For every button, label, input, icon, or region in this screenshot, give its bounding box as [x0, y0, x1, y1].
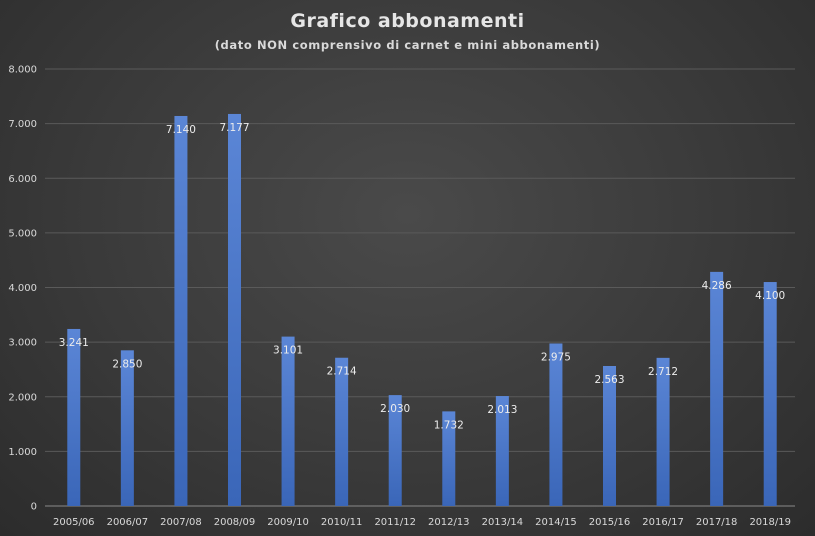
x-tick-label: 2006/07 [107, 517, 149, 528]
data-label: 7.140 [166, 124, 196, 136]
data-label: 2.030 [380, 403, 410, 415]
x-tick-label: 2013/14 [482, 517, 524, 528]
data-label: 4.100 [755, 290, 785, 302]
data-label: 3.101 [273, 345, 303, 357]
bar-2008-09 [228, 113, 241, 507]
y-tick-label: 1.000 [8, 447, 37, 458]
x-axis-ticks: 2005/06 2006/07 2007/08 2008/09 2009/10 2010/… [53, 517, 791, 528]
x-tick-label: 2014/15 [535, 517, 577, 528]
x-tick-label: 2018/19 [749, 517, 791, 528]
data-labels: 3.241 2.850 7.140 7.177 3.101 2.714 2.030 1.732… [59, 122, 785, 431]
y-tick-label: 2.000 [8, 392, 37, 403]
bar-2018-19 [763, 282, 777, 506]
data-label: 2.563 [594, 374, 624, 386]
x-tick-label: 2015/16 [589, 517, 631, 528]
data-label: 2.714 [327, 366, 357, 378]
y-tick-label: 4.000 [8, 283, 37, 294]
y-tick-label: 0 [31, 502, 37, 513]
x-tick-label: 2016/17 [642, 517, 684, 528]
data-label: 2.975 [541, 351, 571, 363]
data-label: 4.286 [702, 280, 732, 292]
data-label: 2.712 [648, 366, 678, 378]
y-axis-ticks: 0 1.000 2.000 3.000 4.000 5.000 6.000 7.000 8.00… [8, 65, 37, 513]
data-label: 1.732 [434, 419, 464, 431]
x-tick-label: 2007/08 [160, 517, 202, 528]
x-tick-label: 2012/13 [428, 517, 470, 528]
x-tick-label: 2009/10 [267, 517, 309, 528]
x-tick-label: 2011/12 [374, 517, 416, 528]
data-label: 2.013 [487, 404, 517, 416]
data-label: 2.850 [112, 358, 142, 370]
chart-subtitle: (dato NON comprensivo di carnet e mini a… [214, 38, 601, 52]
y-tick-label: 7.000 [8, 119, 37, 130]
data-label: 3.241 [59, 337, 89, 349]
y-tick-label: 5.000 [8, 228, 37, 239]
bar-2015-16 [603, 365, 616, 506]
bar-2012-13 [442, 411, 456, 506]
bar-2013-14 [495, 396, 509, 506]
bar-2010-11 [335, 357, 349, 506]
bar-2009-10 [281, 336, 295, 506]
x-tick-label: 2005/06 [53, 517, 95, 528]
bars [67, 113, 777, 507]
chart-title: Grafico abbonamenti [290, 10, 525, 32]
bar-2005-06 [67, 328, 81, 506]
x-tick-label: 2010/11 [321, 517, 363, 528]
data-label: 7.177 [219, 122, 249, 134]
gridlines [45, 68, 795, 507]
bar-2017-18 [710, 271, 724, 506]
y-tick-label: 3.000 [8, 338, 37, 349]
bar-2011-12 [388, 395, 402, 506]
y-tick-label: 8.000 [8, 65, 37, 76]
y-tick-label: 6.000 [8, 174, 37, 185]
x-tick-label: 2017/18 [696, 517, 738, 528]
bar-2014-15 [549, 343, 563, 506]
bar-2016-17 [656, 357, 670, 506]
bar-2007-08 [174, 115, 188, 506]
x-tick-label: 2008/09 [214, 517, 256, 528]
bar-2006-07 [120, 350, 134, 506]
